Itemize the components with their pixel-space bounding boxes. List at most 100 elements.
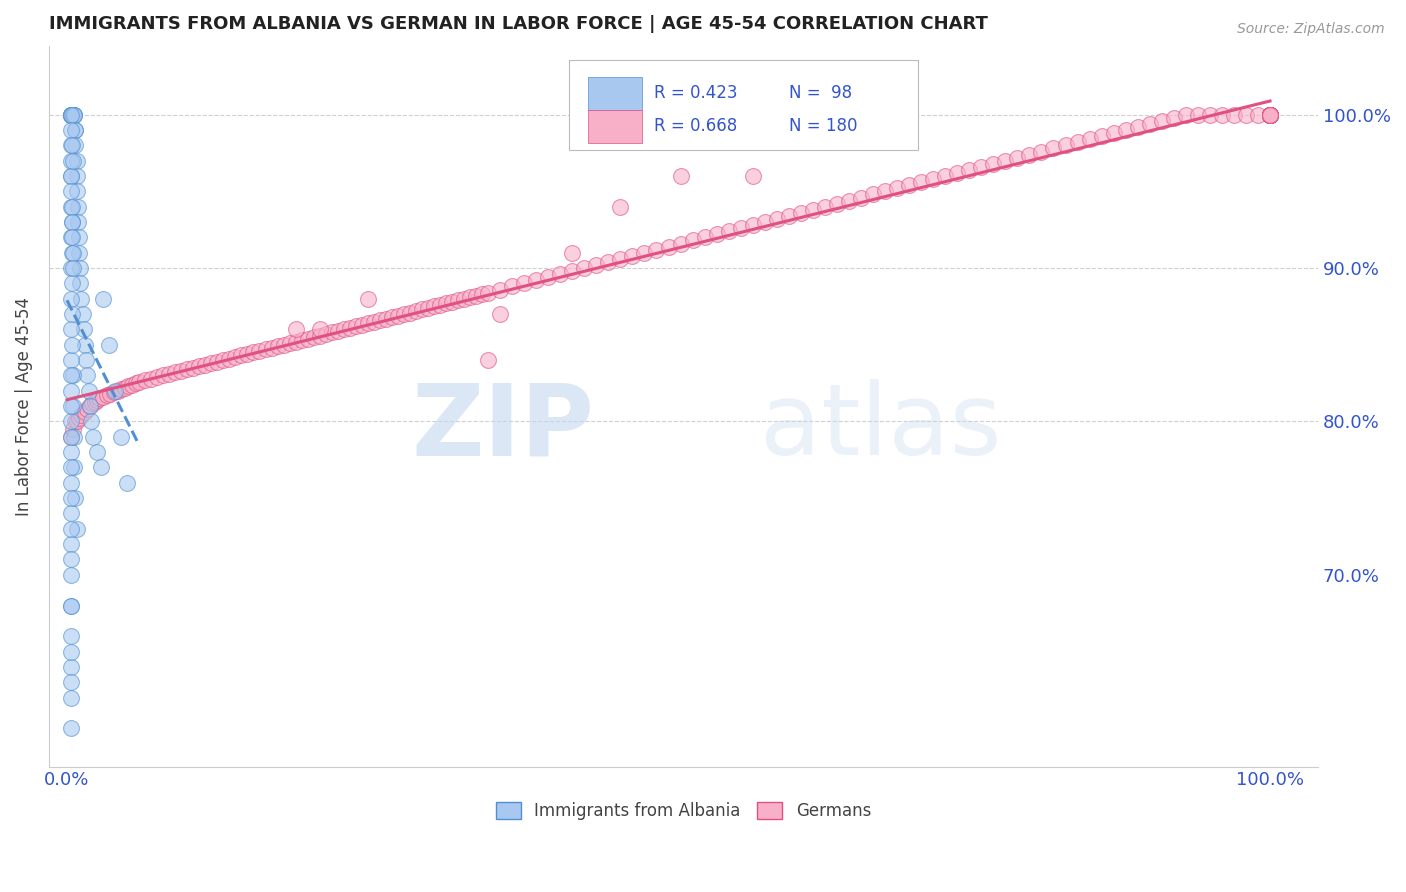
Point bbox=[59, 675, 82, 690]
Point bbox=[128, 375, 150, 389]
Point bbox=[59, 108, 82, 122]
Point bbox=[59, 230, 82, 244]
Point bbox=[73, 405, 96, 419]
Point bbox=[754, 215, 776, 229]
Point bbox=[513, 277, 536, 291]
Point bbox=[1258, 108, 1281, 122]
Point bbox=[1018, 147, 1040, 161]
Point bbox=[59, 491, 82, 505]
Point bbox=[778, 209, 800, 223]
Point bbox=[657, 239, 679, 253]
Point bbox=[63, 108, 86, 122]
Point bbox=[65, 123, 87, 137]
Point bbox=[765, 212, 787, 227]
Point bbox=[59, 460, 82, 475]
Point bbox=[59, 368, 82, 383]
Point bbox=[1258, 108, 1281, 122]
Point bbox=[574, 261, 596, 276]
Point bbox=[62, 422, 84, 436]
Point bbox=[60, 108, 83, 122]
Point bbox=[862, 187, 884, 202]
Point bbox=[1258, 108, 1281, 122]
Point bbox=[176, 362, 198, 376]
Point bbox=[922, 172, 945, 186]
Point bbox=[1031, 145, 1053, 159]
Point bbox=[124, 376, 146, 390]
Y-axis label: In Labor Force | Age 45-54: In Labor Force | Age 45-54 bbox=[15, 297, 32, 516]
Point bbox=[98, 338, 121, 352]
Point bbox=[706, 227, 728, 242]
Point bbox=[363, 315, 385, 329]
Point bbox=[183, 360, 205, 375]
Point bbox=[416, 301, 439, 315]
Point bbox=[82, 430, 104, 444]
Point bbox=[59, 522, 82, 536]
Point bbox=[1163, 111, 1185, 125]
Point bbox=[59, 414, 82, 428]
Point bbox=[447, 293, 470, 308]
Point bbox=[970, 160, 993, 174]
Point bbox=[801, 202, 824, 217]
Point bbox=[59, 384, 82, 398]
Point bbox=[934, 169, 956, 183]
Point bbox=[1258, 108, 1281, 122]
Point bbox=[1126, 120, 1149, 134]
Point bbox=[165, 365, 187, 379]
Point bbox=[326, 324, 349, 338]
Point bbox=[1258, 108, 1281, 122]
Point bbox=[1007, 151, 1029, 165]
Point bbox=[59, 108, 82, 122]
Point bbox=[59, 507, 82, 521]
Point bbox=[1258, 108, 1281, 122]
Point bbox=[66, 215, 89, 229]
Point bbox=[212, 353, 235, 368]
Point bbox=[59, 445, 82, 459]
Point bbox=[849, 190, 872, 204]
Point bbox=[1223, 108, 1246, 122]
Point bbox=[254, 343, 277, 357]
Point bbox=[458, 290, 481, 304]
Point bbox=[60, 108, 83, 122]
Point bbox=[994, 153, 1017, 168]
Point bbox=[1150, 113, 1173, 128]
Point bbox=[82, 396, 104, 410]
Legend: Immigrants from Albania, Germans: Immigrants from Albania, Germans bbox=[489, 795, 877, 827]
Point bbox=[1199, 108, 1222, 122]
Point bbox=[70, 409, 93, 423]
Point bbox=[1090, 129, 1112, 144]
Point bbox=[1174, 108, 1197, 122]
Point bbox=[633, 245, 655, 260]
Point bbox=[717, 224, 740, 238]
Point bbox=[357, 316, 380, 330]
Point bbox=[1258, 108, 1281, 122]
FancyBboxPatch shape bbox=[588, 110, 641, 143]
Point bbox=[80, 414, 103, 428]
Point bbox=[59, 567, 82, 582]
Point bbox=[231, 349, 253, 363]
Point bbox=[59, 430, 82, 444]
Point bbox=[273, 338, 295, 352]
Point bbox=[1211, 108, 1233, 122]
Point bbox=[83, 394, 105, 409]
Point bbox=[59, 721, 82, 735]
Point bbox=[59, 138, 82, 153]
Point bbox=[957, 162, 980, 177]
Point bbox=[477, 353, 499, 368]
Point bbox=[741, 169, 763, 183]
Point bbox=[1078, 132, 1101, 146]
Point bbox=[59, 399, 82, 413]
Point bbox=[104, 384, 127, 398]
Point bbox=[368, 313, 391, 327]
Point bbox=[62, 108, 84, 122]
Point bbox=[399, 305, 422, 319]
Point bbox=[669, 236, 692, 251]
Point bbox=[157, 367, 180, 381]
Point bbox=[790, 206, 813, 220]
Point bbox=[59, 108, 82, 122]
Point bbox=[308, 322, 330, 336]
Point bbox=[69, 277, 91, 291]
Point bbox=[1139, 117, 1161, 131]
Point bbox=[1247, 108, 1270, 122]
Point bbox=[344, 319, 367, 334]
Point bbox=[134, 373, 156, 387]
